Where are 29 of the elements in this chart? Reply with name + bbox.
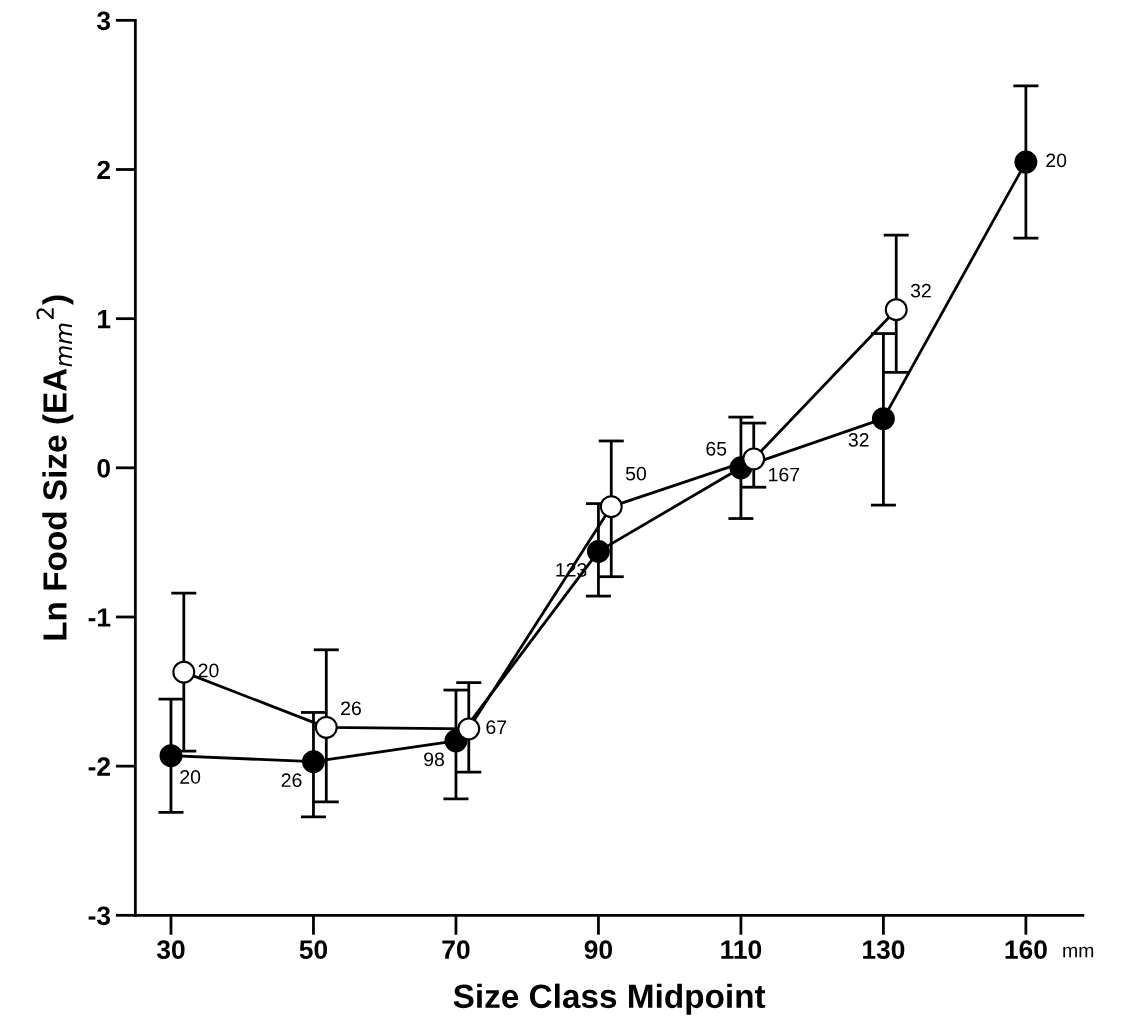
y-tick-label: 1 (98, 310, 111, 329)
annotation: 20 (1046, 153, 1067, 168)
x-axis-title: Size Class Midpoint (453, 983, 766, 1015)
annotation: 20 (198, 663, 219, 678)
y-tick-label: 3 (96, 11, 111, 31)
text: mm (1063, 946, 1094, 958)
x-tick-label: 160 (1005, 940, 1047, 959)
annotation: 26 (341, 701, 361, 716)
annotation: 167 (769, 467, 800, 482)
y-tick-label: 0 (97, 458, 110, 478)
x-tick-label: 70 (442, 940, 470, 959)
x-tick-label: 30 (156, 940, 185, 960)
annotation: 32 (848, 433, 869, 447)
annotation: 26 (281, 773, 302, 788)
y-tick-label: -1 (88, 608, 111, 627)
annotation: 98 (424, 752, 444, 767)
annotation: 32 (910, 283, 931, 298)
annotation: 67 (486, 720, 507, 735)
annotation: 65 (706, 441, 727, 456)
y-tick-label: -2 (88, 757, 110, 776)
y-axis-title: Ln Food Size (EA$_{mm}$$^{2}$) (36, 295, 74, 640)
annotation: 50 (625, 466, 647, 481)
x-tick-label: 90 (584, 940, 613, 959)
annotation: 20 (180, 770, 201, 784)
y-tick-label: -3 (88, 906, 111, 926)
x-tick-label: 110 (721, 940, 762, 959)
y-tick-label: 2 (97, 160, 110, 180)
x-tick-label: 50 (299, 940, 328, 959)
x-tick-label: 130 (863, 940, 905, 960)
